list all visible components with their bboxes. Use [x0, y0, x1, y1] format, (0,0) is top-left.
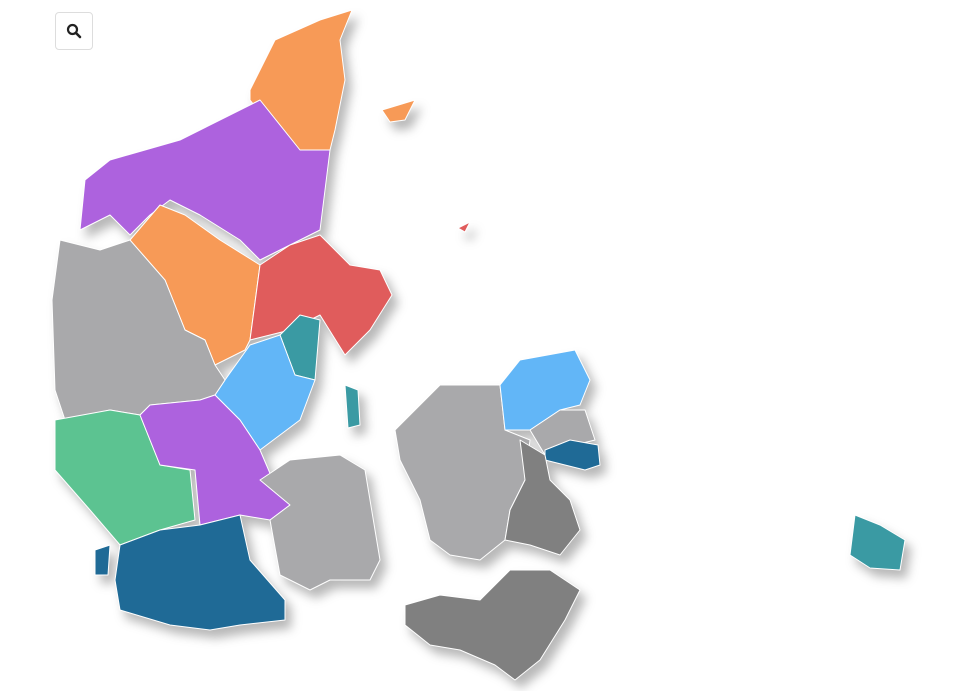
magnifier-icon — [66, 23, 82, 39]
region-teal[interactable] — [344, 384, 361, 429]
region-purple[interactable] — [79, 99, 331, 261]
region-orange[interactable] — [381, 99, 416, 123]
region-dark-blue[interactable] — [114, 514, 286, 631]
region-grey[interactable] — [259, 454, 381, 591]
region-dark-blue[interactable] — [94, 544, 111, 576]
region-green[interactable] — [54, 409, 196, 546]
region-light-blue[interactable] — [499, 349, 591, 431]
region-dark-grey[interactable] — [404, 569, 581, 681]
region-dark-grey[interactable] — [504, 439, 581, 556]
region-teal[interactable] — [849, 514, 906, 571]
region-red[interactable] — [457, 221, 471, 233]
search-button[interactable] — [55, 12, 93, 50]
municipalities-layer — [51, 9, 906, 681]
